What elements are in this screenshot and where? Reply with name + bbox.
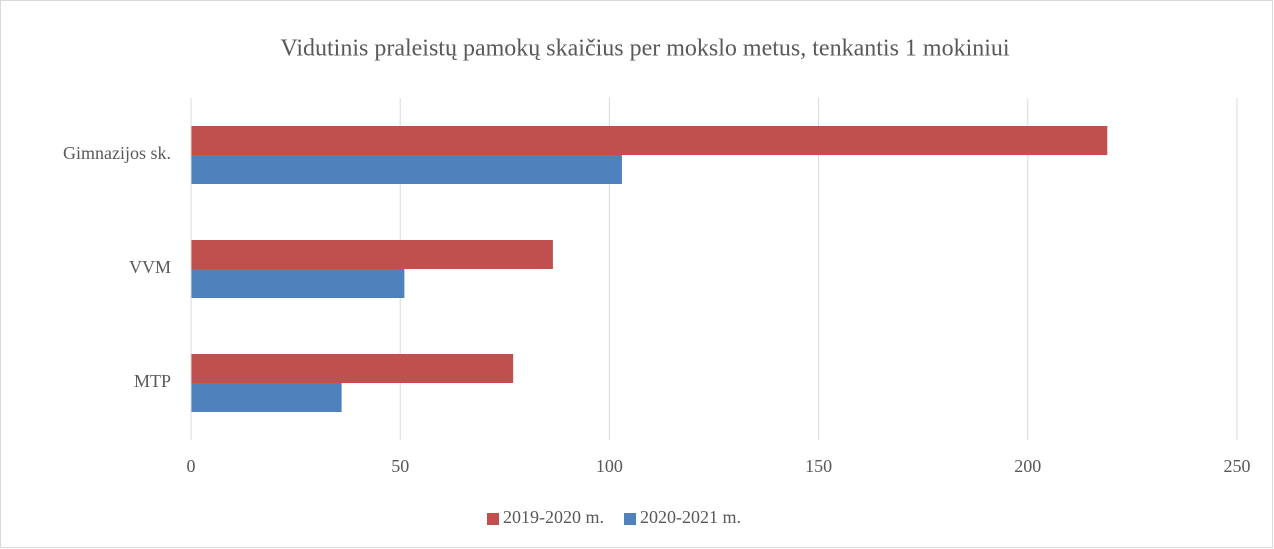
chart-title: Vidutinis praleistų pamokų skaičius per … [280,36,1009,62]
bar [191,354,514,383]
legend-swatch [487,513,499,525]
bar [191,155,622,184]
bar [191,383,342,412]
y-tick-label: MTP [134,371,171,391]
legend-label: 2020-2021 m. [640,507,741,527]
y-tick-label: Gimnazijos sk. [63,143,171,163]
legend-swatch [624,513,636,525]
y-tick-label: VVM [129,257,171,277]
x-tick-label: 0 [187,456,196,476]
x-tick-label: 250 [1224,456,1251,476]
bar [191,269,405,298]
x-tick-label: 100 [596,456,623,476]
legend-label: 2019-2020 m. [503,507,604,527]
bar [191,126,1108,155]
x-tick-label: 150 [805,456,832,476]
bar [191,240,553,269]
x-tick-label: 200 [1014,456,1041,476]
x-tick-label: 50 [391,456,409,476]
